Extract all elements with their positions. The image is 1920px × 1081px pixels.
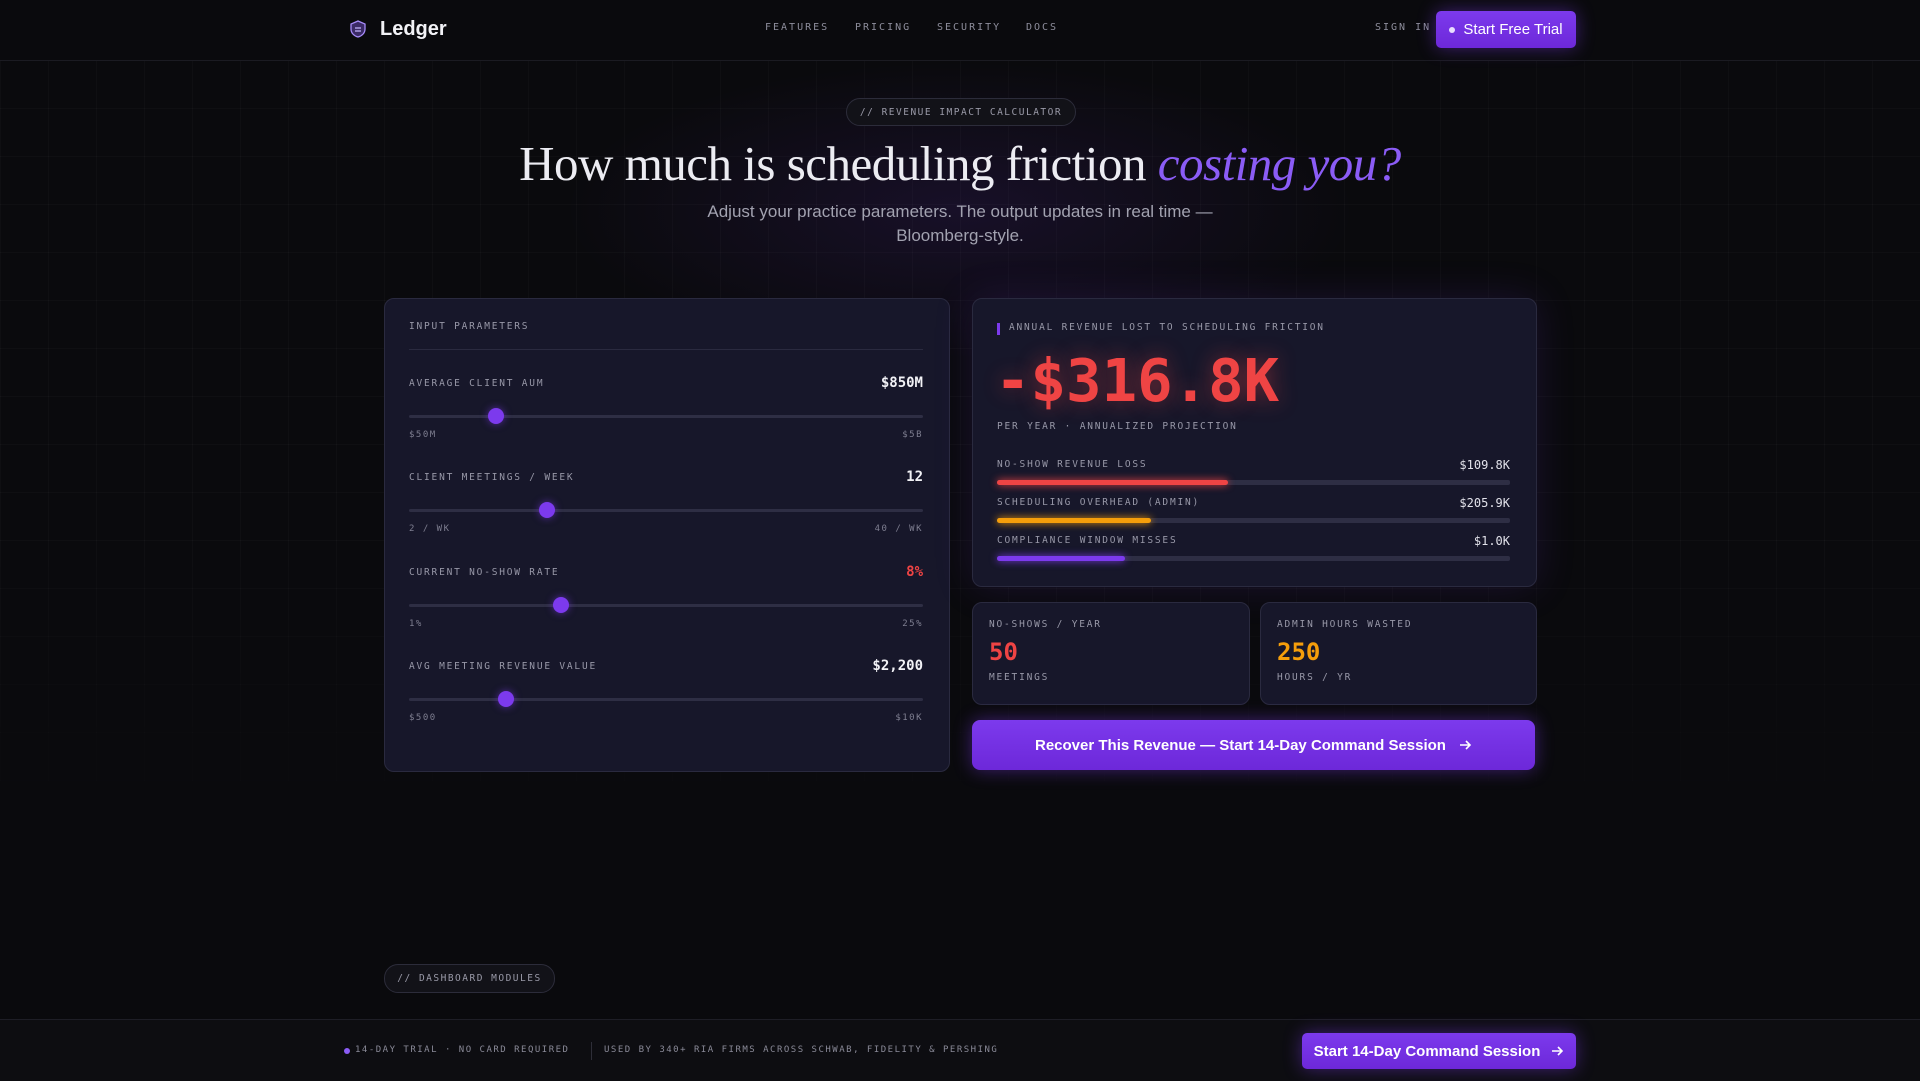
slider-min: $50M — [409, 430, 437, 440]
slider-label: CLIENT MEETINGS / WEEK — [409, 472, 575, 484]
slider-thumb[interactable] — [552, 596, 569, 613]
stat-card — [1260, 602, 1537, 705]
breakdown-value: $109.8K — [1459, 458, 1510, 472]
breakdown-track — [997, 518, 1510, 523]
slider-min: 2 / WK — [409, 524, 451, 535]
hero-subtitle: Adjust your practice parameters. The out… — [707, 202, 1213, 245]
button-label: Start 14-Day Command Session — [1313, 1042, 1541, 1060]
status-dot — [344, 1048, 350, 1054]
title-accent: costing you? — [1157, 136, 1402, 191]
slider-min: $500 — [409, 712, 437, 723]
logo-icon — [350, 20, 366, 38]
stat-label: NO-SHOWS / YEAR — [989, 619, 1102, 630]
hero-badge: // REVENUE IMPACT CALCULATOR — [846, 98, 1076, 126]
slider-label: AVERAGE CLIENT AUM — [409, 378, 545, 389]
bottom-cta-button[interactable]: Start 14-Day Command Session — [1302, 1033, 1576, 1069]
nav-bar: Ledger FEATURES PRICING SECURITY DOCS SI… — [0, 0, 1920, 61]
stat-value: 50 — [989, 638, 1018, 666]
stat-label: ADMIN HOURS WASTED — [1277, 619, 1413, 630]
breakdown-track — [997, 556, 1510, 561]
slider-max: $10K — [895, 712, 923, 723]
slider-track — [409, 509, 923, 513]
breakdown-value: $205.9K — [1459, 496, 1510, 510]
breakdown-value: $1.0K — [1473, 534, 1510, 548]
brand: Ledger — [380, 18, 447, 40]
slider-value: $850M — [880, 375, 923, 391]
nav-link[interactable]: PRICING — [855, 22, 912, 33]
title-main: How much is scheduling friction — [519, 136, 1147, 191]
stat-unit: MEETINGS — [989, 672, 1050, 683]
slider-value: 8% — [906, 563, 923, 580]
title-marker — [997, 323, 1000, 335]
output-title: ANNUAL REVENUE LOST TO SCHEDULING FRICTI… — [1009, 322, 1325, 333]
button-dot — [1449, 26, 1456, 33]
panel-title: INPUT PARAMETERS — [409, 321, 530, 332]
breakdown-bar — [997, 480, 1228, 485]
separator — [591, 1042, 592, 1060]
input-panel — [384, 298, 950, 772]
divider — [409, 349, 923, 350]
slider-thumb[interactable] — [497, 690, 514, 707]
output-panel — [972, 298, 1537, 587]
nav-link[interactable]: SECURITY — [937, 22, 1002, 33]
slider-label: AVG MEETING REVENUE VALUE — [409, 660, 597, 672]
breakdown-bar — [997, 556, 1126, 561]
slider-thumb[interactable] — [539, 502, 556, 519]
stat-card — [972, 602, 1250, 705]
breakdown-track — [997, 480, 1510, 485]
slider-thumb[interactable] — [487, 408, 504, 424]
breakdown-bar — [997, 518, 1151, 523]
arrow-icon — [1459, 740, 1472, 750]
stat-value: 250 — [1277, 638, 1321, 666]
nav-link[interactable]: FEATURES — [765, 22, 830, 33]
stat-unit: HOURS / YR — [1277, 672, 1353, 683]
nav-link[interactable]: DOCS — [1026, 22, 1059, 33]
grid-background — [0, 60, 1920, 860]
button-label: Start Free Trial — [1463, 21, 1563, 38]
arrow-icon — [1552, 1046, 1564, 1056]
trial-note: 14-DAY TRIAL · NO CARD REQUIRED — [355, 1045, 570, 1055]
slider-max: 25% — [902, 618, 923, 629]
social-proof: USED BY 340+ RIA FIRMS ACROSS SCHWAB, FI… — [604, 1045, 999, 1055]
button-label: Recover This Revenue — Start 14-Day Comm… — [1035, 736, 1446, 754]
recover-cta-button[interactable]: Recover This Revenue — Start 14-Day Comm… — [972, 720, 1535, 770]
breakdown-label: COMPLIANCE WINDOW MISSES — [997, 535, 1178, 546]
slider-track — [409, 415, 923, 418]
slider-track — [409, 697, 923, 701]
slider-min: 1% — [409, 618, 423, 629]
slider-track — [409, 603, 923, 607]
bottom-bar: 14-DAY TRIAL · NO CARD REQUIRED USED BY … — [0, 1019, 1920, 1081]
slider-value: $2,200 — [872, 657, 923, 674]
slider-label: CURRENT NO-SHOW RATE — [409, 566, 560, 578]
slider-value: 12 — [906, 469, 923, 486]
slider-max: 40 / WK — [874, 524, 923, 535]
hero-title: How much is scheduling friction costing … — [0, 135, 1920, 192]
slider-max: $5B — [902, 430, 923, 440]
total-loss: -$316.8K — [995, 346, 1280, 415]
modules-badge: // DASHBOARD MODULES — [384, 964, 555, 993]
sign-in[interactable]: SIGN IN — [1375, 22, 1432, 33]
breakdown-label: SCHEDULING OVERHEAD (ADMIN) — [997, 497, 1201, 508]
start-trial-button[interactable]: Start Free Trial — [1436, 11, 1576, 48]
output-caption: PER YEAR · ANNUALIZED PROJECTION — [997, 421, 1238, 432]
breakdown-label: NO-SHOW REVENUE LOSS — [997, 459, 1148, 470]
